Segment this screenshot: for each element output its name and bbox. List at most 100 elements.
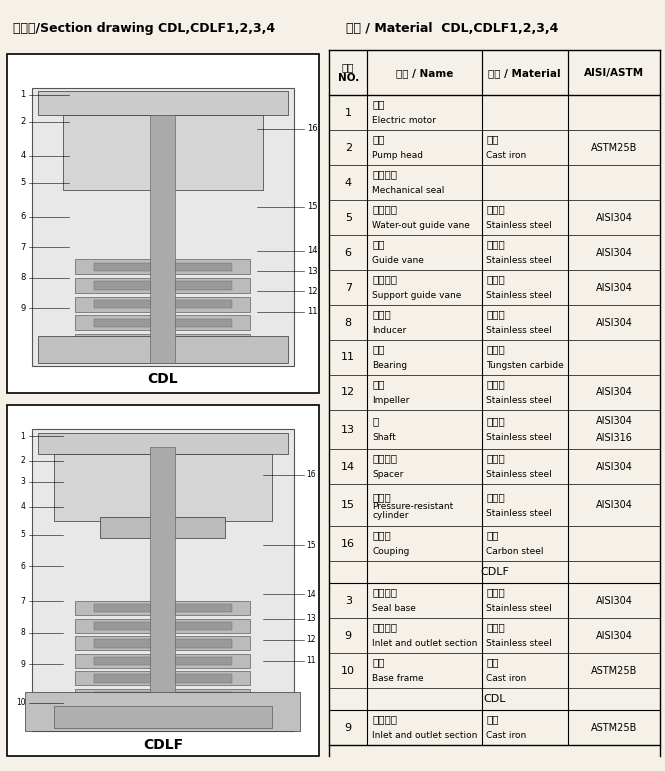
Bar: [75, 601, 251, 615]
Text: Stainless steel: Stainless steel: [487, 256, 552, 265]
Text: Cast iron: Cast iron: [487, 151, 527, 160]
Text: 8: 8: [21, 628, 25, 638]
Text: CDL: CDL: [148, 372, 178, 386]
Bar: [94, 621, 231, 630]
Text: 6: 6: [21, 561, 25, 571]
Text: Carbon steel: Carbon steel: [487, 547, 544, 557]
Text: 耐压筒: 耐压筒: [372, 492, 391, 502]
Bar: [94, 337, 231, 345]
Text: AISI304: AISI304: [596, 388, 632, 398]
Bar: [38, 91, 288, 115]
Text: 4: 4: [344, 177, 352, 187]
Bar: [94, 281, 231, 290]
Text: Inlet and outlet section: Inlet and outlet section: [372, 731, 477, 740]
Bar: [25, 692, 301, 731]
Text: 2: 2: [20, 117, 25, 126]
Text: 12: 12: [341, 388, 355, 398]
Text: 进出水段: 进出水段: [372, 714, 397, 724]
Text: 铸铁: 铸铁: [487, 657, 499, 667]
Text: Seal base: Seal base: [372, 604, 416, 613]
Bar: [75, 278, 251, 293]
Text: 10: 10: [16, 699, 25, 708]
Text: 导叶: 导叶: [372, 239, 385, 249]
Bar: [38, 433, 288, 454]
Text: 6: 6: [344, 247, 352, 258]
Text: 14: 14: [307, 590, 317, 599]
Text: 1: 1: [21, 432, 25, 441]
Bar: [63, 115, 263, 190]
Text: Stainless steel: Stainless steel: [487, 470, 552, 480]
Text: Pressure-resistant: Pressure-resistant: [372, 502, 454, 511]
Text: 15: 15: [341, 500, 355, 510]
Text: 1: 1: [344, 108, 352, 118]
Text: 不锈钢: 不锈钢: [487, 453, 505, 463]
Text: AISI304: AISI304: [596, 462, 632, 472]
Text: Support guide vane: Support guide vane: [372, 291, 462, 300]
Bar: [53, 706, 273, 728]
Bar: [94, 657, 231, 665]
Bar: [150, 447, 176, 692]
Text: 9: 9: [344, 631, 352, 641]
Text: 轴: 轴: [372, 416, 378, 426]
Text: 不锈钢: 不锈钢: [487, 416, 505, 426]
Bar: [94, 639, 231, 648]
Text: 碳钢: 碳钢: [487, 530, 499, 540]
Text: 9: 9: [20, 304, 25, 313]
Text: 1: 1: [20, 90, 25, 99]
Text: 导流器: 导流器: [372, 309, 391, 319]
Text: 6: 6: [20, 212, 25, 221]
Text: CDLF: CDLF: [480, 567, 509, 577]
Bar: [94, 674, 231, 682]
Text: Cast iron: Cast iron: [487, 731, 527, 740]
Text: AISI304: AISI304: [596, 416, 632, 426]
Text: 14: 14: [341, 462, 355, 472]
Text: 5: 5: [20, 178, 25, 187]
Text: ASTM25B: ASTM25B: [591, 143, 637, 153]
Text: AISI304: AISI304: [596, 213, 632, 223]
Text: Inlet and outlet section: Inlet and outlet section: [372, 639, 477, 648]
Text: 7: 7: [20, 243, 25, 252]
Text: 8: 8: [344, 318, 352, 328]
Text: AISI316: AISI316: [596, 433, 632, 443]
Text: AISI304: AISI304: [596, 596, 632, 606]
Bar: [75, 259, 251, 274]
Bar: [94, 692, 231, 700]
Text: 铸铁: 铸铁: [487, 134, 499, 144]
Text: Stainless steel: Stainless steel: [487, 509, 552, 518]
Text: Couping: Couping: [372, 547, 410, 557]
Bar: [75, 297, 251, 311]
Text: Shaft: Shaft: [372, 433, 396, 442]
Text: Tungsten carbide: Tungsten carbide: [487, 361, 564, 370]
Text: 11: 11: [307, 308, 317, 316]
Text: Spacer: Spacer: [372, 470, 404, 480]
Text: 材料 / Material: 材料 / Material: [488, 68, 561, 78]
Text: Mechanical seal: Mechanical seal: [372, 187, 445, 195]
FancyBboxPatch shape: [7, 54, 319, 393]
Text: 电机: 电机: [372, 99, 385, 109]
Bar: [75, 689, 251, 703]
Text: 机械密封: 机械密封: [372, 169, 397, 179]
Text: 不锈钢: 不锈钢: [487, 622, 505, 632]
Text: Stainless steel: Stainless steel: [487, 221, 552, 231]
Text: AISI304: AISI304: [596, 318, 632, 328]
Text: 铸铁: 铸铁: [487, 714, 499, 724]
Bar: [100, 517, 225, 538]
Text: 9: 9: [344, 722, 352, 732]
Text: 3: 3: [344, 596, 352, 606]
Bar: [94, 300, 231, 308]
Text: 不锈钢: 不锈钢: [487, 274, 505, 284]
Text: 叶轮隔套: 叶轮隔套: [372, 453, 397, 463]
Text: 4: 4: [20, 151, 25, 160]
Text: Stainless steel: Stainless steel: [487, 291, 552, 300]
Text: 泵头: 泵头: [372, 134, 385, 144]
Bar: [75, 654, 251, 668]
Text: Impeller: Impeller: [372, 396, 410, 405]
Bar: [38, 335, 288, 362]
Text: ASTM25B: ASTM25B: [591, 665, 637, 675]
Text: 不锈钢: 不锈钢: [487, 239, 505, 249]
Text: 12: 12: [307, 287, 317, 296]
Bar: [75, 619, 251, 633]
Text: Stainless steel: Stainless steel: [487, 639, 552, 648]
Text: 泵头衬里: 泵头衬里: [372, 588, 397, 598]
Bar: [75, 636, 251, 650]
